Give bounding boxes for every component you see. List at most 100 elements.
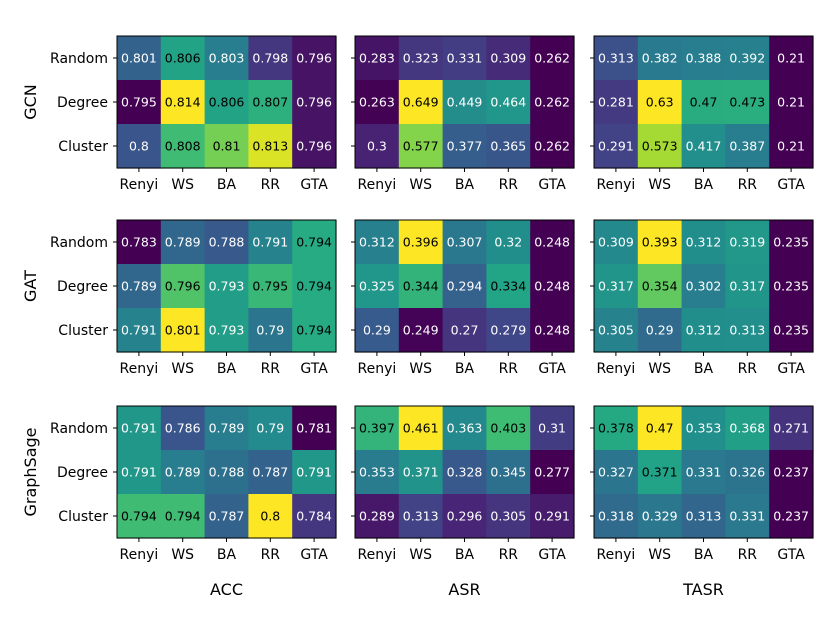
x-tick-label: GTA <box>777 547 805 563</box>
cell-value-label: 0.271 <box>773 421 809 436</box>
heatmap-cell <box>681 308 726 353</box>
cell-value-label: 0.393 <box>642 235 678 250</box>
x-tick-label: RR <box>261 361 281 377</box>
x-tick-label: WS <box>648 361 671 377</box>
heatmap-cell <box>160 450 206 495</box>
cell-value-label: 0.248 <box>534 323 570 338</box>
cell-value-label: 0.382 <box>642 51 678 66</box>
cell-value-label: 0.47 <box>690 95 718 110</box>
cell-value-label: 0.313 <box>598 51 634 66</box>
cell-value-label: 0.388 <box>686 51 722 66</box>
cell-value-label: 0.29 <box>363 323 391 338</box>
cell-value-label: 0.313 <box>686 509 722 524</box>
heatmap-cell <box>530 494 575 539</box>
heatmap-cell <box>442 36 487 81</box>
heatmap-cell <box>248 308 293 353</box>
x-tick-label: GTA <box>538 361 566 377</box>
x-tick-label: RR <box>499 361 519 377</box>
heatmap-cell <box>637 308 683 353</box>
x-tick-label: RR <box>261 547 281 563</box>
heatmap-cell <box>594 220 639 265</box>
heatmap-cell <box>594 308 639 353</box>
heatmap-cell <box>594 406 639 451</box>
heatmap-cell <box>355 406 400 451</box>
x-tick-label: RR <box>499 547 519 563</box>
cell-value-label: 0.79 <box>256 323 284 338</box>
cell-value-label: 0.784 <box>296 509 332 524</box>
heatmap-cell <box>681 494 726 539</box>
heatmap-cell <box>769 36 814 81</box>
x-tick-label: GTA <box>300 547 328 563</box>
cell-value-label: 0.791 <box>121 465 157 480</box>
heatmap-cell <box>398 494 444 539</box>
cell-value-label: 0.649 <box>403 95 439 110</box>
heatmap-cell <box>637 264 683 309</box>
heatmap-cell <box>637 124 683 169</box>
heatmap-cell <box>530 308 575 353</box>
heatmap-cell <box>248 220 293 265</box>
cell-value-label: 0.377 <box>447 139 483 154</box>
heatmap-cell <box>594 450 639 495</box>
x-tick-label: Renyi <box>597 547 636 563</box>
cell-value-label: 0.235 <box>773 323 809 338</box>
x-tick-label: GTA <box>777 361 805 377</box>
cell-value-label: 0.791 <box>121 421 157 436</box>
heatmap-cell <box>117 220 162 265</box>
cell-value-label: 0.31 <box>538 421 566 436</box>
heatmap-cell <box>725 406 770 451</box>
heatmap-cell <box>530 406 575 451</box>
cell-value-label: 0.783 <box>121 235 157 250</box>
cell-value-label: 0.798 <box>252 51 288 66</box>
cell-value-label: 0.396 <box>403 235 439 250</box>
cell-value-label: 0.307 <box>447 235 483 250</box>
heatmap-cell <box>486 450 531 495</box>
heatmap-cell <box>248 264 293 309</box>
cell-value-label: 0.21 <box>777 51 805 66</box>
cell-value-label: 0.235 <box>773 279 809 294</box>
cell-value-label: 0.235 <box>773 235 809 250</box>
heatmap-cell <box>530 36 575 81</box>
heatmap-cell <box>248 80 293 125</box>
x-tick-label: BA <box>217 547 237 563</box>
heatmap-cell <box>292 124 337 169</box>
cell-value-label: 0.789 <box>121 279 157 294</box>
panel-graphsage-asr: 0.397 0.461 0.363 0.403 0.31 0.353 0.371 0.328 0… <box>351 405 575 563</box>
heatmap-cell <box>442 308 487 353</box>
panel-gat-tasr: 0.309 0.393 0.312 0.319 0.235 0.317 0.354 0.302… <box>590 219 814 377</box>
cell-value-label: 0.807 <box>252 95 288 110</box>
x-tick-label: RR <box>738 177 758 193</box>
heatmap-cell <box>725 124 770 169</box>
cell-value-label: 0.793 <box>209 279 245 294</box>
heatmap-cell <box>725 80 770 125</box>
model-labels: GCN GAT GraphSage <box>21 84 40 516</box>
cell-value-label: 0.789 <box>165 465 201 480</box>
heatmap-cell <box>398 264 444 309</box>
cell-value-label: 0.248 <box>534 235 570 250</box>
cell-value-label: 0.313 <box>403 509 439 524</box>
heatmap-cell <box>769 80 814 125</box>
heatmap-cell <box>681 264 726 309</box>
heatmap-cell <box>398 450 444 495</box>
heatmap-cell <box>769 308 814 353</box>
cell-value-label: 0.371 <box>403 465 439 480</box>
cell-value-label: 0.327 <box>598 465 634 480</box>
heatmap-cell <box>117 36 162 81</box>
heatmap-cell <box>681 80 726 125</box>
x-tick-label: BA <box>217 177 237 193</box>
cell-value-label: 0.363 <box>447 421 483 436</box>
x-tick-label: WS <box>648 177 671 193</box>
heatmap-cell <box>292 264 337 309</box>
cell-value-label: 0.32 <box>494 235 522 250</box>
heatmap-cell <box>486 406 531 451</box>
cell-value-label: 0.791 <box>121 323 157 338</box>
cell-value-label: 0.473 <box>729 95 765 110</box>
heatmap-cell <box>442 220 487 265</box>
x-tick-label: Renyi <box>358 547 397 563</box>
cell-value-label: 0.277 <box>534 465 570 480</box>
heatmap-cell <box>442 80 487 125</box>
heatmap-cell <box>160 264 206 309</box>
cell-value-label: 0.397 <box>359 421 395 436</box>
heatmap-cell <box>486 264 531 309</box>
heatmap-cell <box>442 450 487 495</box>
heatmap-cell <box>160 406 206 451</box>
